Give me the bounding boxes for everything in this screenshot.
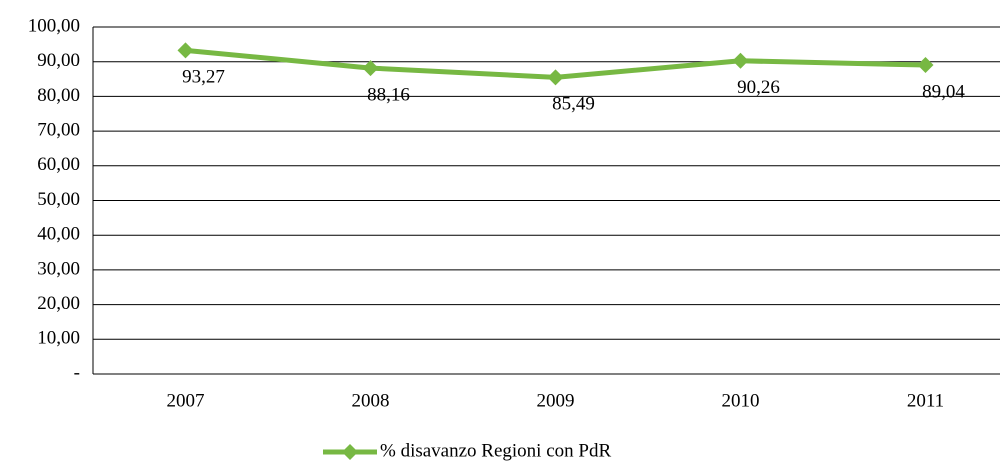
- x-tick-label: 2008: [352, 390, 390, 411]
- x-tick-label: 2009: [537, 390, 575, 411]
- y-tick-label: 30,00: [37, 258, 80, 279]
- legend-label: % disavanzo Regioni con PdR: [380, 440, 611, 461]
- y-tick-label: 60,00: [37, 154, 80, 175]
- point-marker: [732, 52, 749, 69]
- y-tick-label: 80,00: [37, 85, 80, 106]
- point-marker: [177, 42, 194, 59]
- point-marker: [917, 57, 934, 74]
- y-tick-label: 100,00: [28, 15, 80, 36]
- y-tick-label: 20,00: [37, 293, 80, 314]
- y-tick-label: 40,00: [37, 224, 80, 245]
- data-label: 88,16: [367, 84, 410, 105]
- legend-marker: [342, 444, 358, 460]
- point-marker: [362, 60, 379, 77]
- y-tick-label: -: [74, 362, 80, 383]
- y-tick-label: 70,00: [37, 119, 80, 140]
- data-label: 90,26: [737, 77, 780, 98]
- point-marker: [547, 69, 564, 86]
- data-label: 93,27: [182, 67, 225, 88]
- x-tick-label: 2011: [907, 390, 944, 411]
- y-tick-label: 10,00: [37, 328, 80, 349]
- y-tick-label: 90,00: [37, 50, 80, 71]
- y-tick-label: 50,00: [37, 189, 80, 210]
- data-label: 85,49: [552, 94, 595, 115]
- data-label: 89,04: [922, 81, 965, 102]
- x-tick-label: 2010: [722, 390, 760, 411]
- x-tick-label: 2007: [167, 390, 205, 411]
